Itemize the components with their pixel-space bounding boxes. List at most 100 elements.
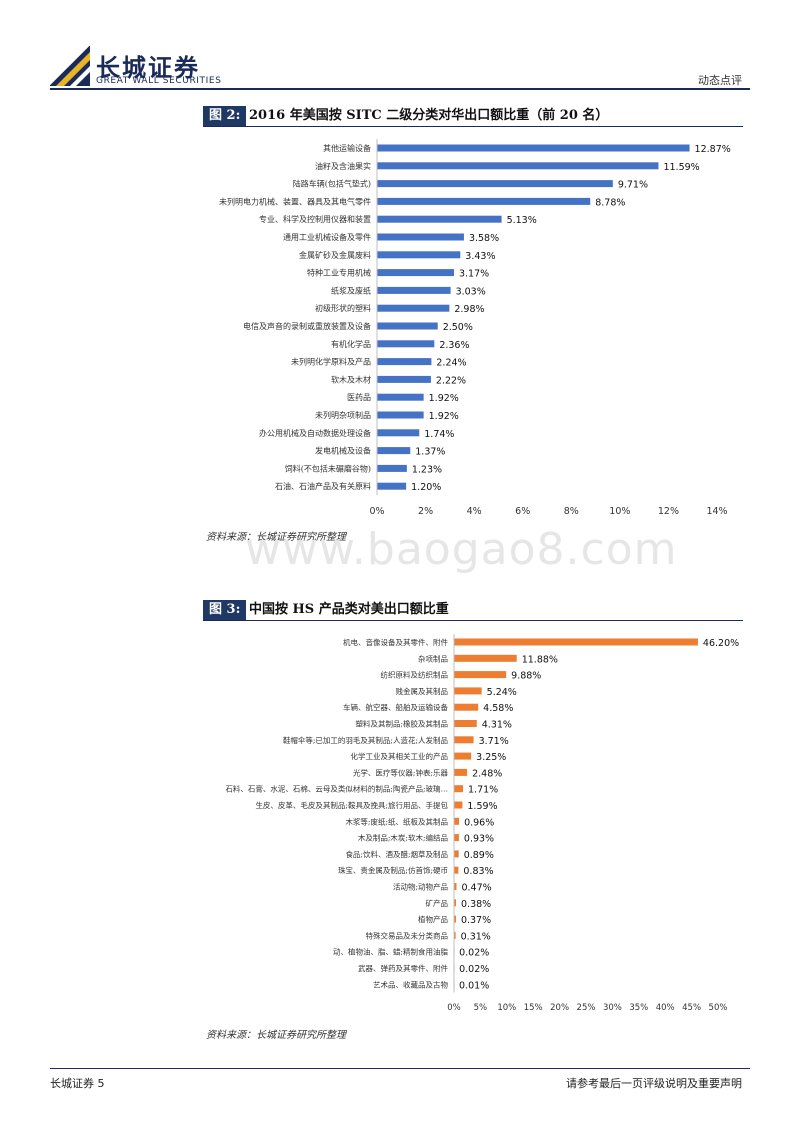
figure-3-data-label: 0.38% bbox=[461, 899, 491, 910]
header-divider bbox=[50, 88, 750, 90]
figure-2-bar bbox=[377, 375, 431, 383]
figure-2-category-label: 纸浆及废纸 bbox=[331, 285, 371, 295]
figure-2-bar bbox=[377, 144, 690, 152]
figure-3-bar bbox=[454, 654, 517, 662]
figure-2-x-tick-label: 6% bbox=[515, 506, 530, 517]
figure-3-category-label: 植物产品 bbox=[418, 914, 448, 924]
great-wall-logo-icon bbox=[50, 46, 90, 86]
figure-2-category-label: 未列明化学原料及产品 bbox=[291, 357, 371, 367]
report-type: 动态点评 bbox=[698, 74, 742, 87]
figure-3-category-label: 化学工业及其相关工业的产品 bbox=[351, 751, 449, 761]
figure-3-data-label: 0.96% bbox=[464, 817, 494, 828]
figure-3-category-label: 活动物;动物产品 bbox=[393, 882, 448, 892]
figure-2-x-tick-label: 10% bbox=[609, 506, 630, 517]
figure-2-data-label: 1.74% bbox=[424, 429, 454, 440]
figure-2-tag: 图 2: bbox=[203, 106, 247, 126]
figure-3-data-label: 2.48% bbox=[472, 768, 502, 779]
figure-2-bar bbox=[377, 429, 420, 437]
figure-2-category-label: 饲料(不包括未碾磨谷物) bbox=[285, 463, 371, 473]
figure-3-x-tick-label: 20% bbox=[550, 1003, 569, 1013]
figure-2-x-tick-label: 4% bbox=[467, 506, 482, 517]
figure-3-data-label: 5.24% bbox=[487, 687, 517, 698]
figure-2-bar bbox=[377, 482, 407, 490]
figure-2-bar bbox=[377, 322, 438, 330]
figure-3-data-label: 0.31% bbox=[461, 931, 491, 942]
figure-3-data-label: 4.58% bbox=[483, 703, 513, 714]
figure-2-data-label: 9.71% bbox=[618, 180, 648, 191]
brand-name-english: GREAT WALL SECURITIES bbox=[96, 76, 222, 86]
figure-3-x-tick-label: 15% bbox=[524, 1003, 543, 1013]
figure-3-bar bbox=[454, 768, 468, 776]
figure-3-bar bbox=[454, 720, 477, 727]
figure-3-bar bbox=[454, 931, 456, 939]
figure-2-bar bbox=[377, 340, 435, 348]
figure-2-x-tick-label: 14% bbox=[706, 506, 727, 517]
figure-3-bar bbox=[454, 866, 459, 874]
figure-3-data-label: 11.88% bbox=[522, 654, 558, 665]
figure-2-bar bbox=[377, 304, 450, 312]
figure-3-x-tick-label: 50% bbox=[709, 1003, 728, 1013]
figure-3-category-label: 木及制品;木炭;软木;编结品 bbox=[358, 833, 448, 843]
figure-3-x-tick-label: 40% bbox=[656, 1003, 675, 1013]
figure-2-category-label: 医药品 bbox=[347, 392, 371, 402]
figure-3-category-label: 塑料及其制品;橡胶及其制品 bbox=[355, 719, 448, 729]
figure-2-data-label: 3.58% bbox=[469, 233, 499, 244]
footer-disclaimer: 请参考最后一页评级说明及重要声明 bbox=[566, 1077, 742, 1090]
figure-3-category-label: 杂项制品 bbox=[418, 653, 448, 663]
figure-2-x-tick-label: 12% bbox=[658, 506, 679, 517]
figure-3-x-tick-label: 0% bbox=[447, 1003, 461, 1013]
figure-2-data-label: 2.36% bbox=[439, 340, 469, 351]
figure-2-category-label: 未列明杂项制品 bbox=[315, 410, 371, 420]
figure-3-data-label: 46.20% bbox=[703, 638, 739, 649]
figure-2-category-label: 未列明电力机械、装置、器具及其电气零件 bbox=[219, 196, 371, 206]
figure-3-x-tick-label: 30% bbox=[603, 1003, 622, 1013]
figure-3-bar bbox=[454, 801, 463, 809]
figure-2-data-label: 1.20% bbox=[411, 482, 441, 493]
footer-page-number: 长城证券 5 bbox=[50, 1077, 105, 1090]
figure-3-x-tick-label: 10% bbox=[497, 1003, 516, 1013]
figure-2-data-label: 3.17% bbox=[459, 269, 489, 280]
figure-3-data-label: 0.02% bbox=[459, 964, 489, 975]
figure-2-category-label: 有机化学品 bbox=[331, 339, 371, 349]
figure-3-data-label: 4.31% bbox=[482, 720, 512, 731]
figure-2-data-label: 1.92% bbox=[429, 411, 459, 422]
figure-2-x-tick-label: 0% bbox=[369, 506, 384, 517]
figure-2-bar bbox=[377, 393, 424, 401]
figure-3-source: 资料来源：长城证券研究所整理 bbox=[206, 1030, 346, 1041]
figure-3-chart: 机电、音像设备及其零件、附件 46.20% 杂项制品 11.88% 纺织原料及纺织制品 9… bbox=[203, 626, 743, 1020]
figure-2-title-bar: 图 2: 2016 年美国按 SITC 二级分类对华出口额比重（前 20 名） bbox=[203, 106, 743, 127]
figure-2-x-tick-label: 2% bbox=[418, 506, 433, 517]
figure-3-category-label: 石料、石膏、水泥、石棉、云母及类似材料的制品;陶瓷产品;玻璃… bbox=[225, 784, 448, 794]
figure-2-data-label: 2.22% bbox=[436, 375, 466, 386]
figure-2-bar bbox=[377, 197, 591, 205]
figure-3-category-label: 动、植物油、脂、蜡;精制食用油脂 bbox=[333, 947, 449, 957]
figure-3-data-label: 3.25% bbox=[476, 752, 506, 763]
figure-3-category-label: 珠宝、贵金属及制品;仿首饰;硬币 bbox=[338, 865, 448, 875]
figure-2-bar bbox=[377, 447, 411, 455]
figure-2-data-label: 12.87% bbox=[695, 144, 731, 155]
figure-3-data-label: 0.47% bbox=[461, 883, 491, 894]
figure-3-svg: 机电、音像设备及其零件、附件 46.20% 杂项制品 11.88% 纺织原料及纺织制品 9… bbox=[225, 633, 739, 1013]
figure-2-category-label: 石油、石油产品及有关原料 bbox=[275, 481, 371, 491]
figure-3-data-label: 0.37% bbox=[461, 915, 491, 926]
figure-3-data-label: 0.01% bbox=[459, 980, 489, 991]
figure-2-category-label: 发电机械及设备 bbox=[315, 446, 371, 456]
figure-2-category-label: 通用工业机械设备及零件 bbox=[283, 232, 371, 242]
figure-2-data-label: 2.98% bbox=[454, 304, 484, 315]
figure-2-category-label: 软木及木材 bbox=[331, 374, 371, 384]
figure-2-bar bbox=[377, 251, 461, 259]
figure-3-bar bbox=[454, 915, 456, 923]
figure-3-category-label: 食品;饮料、酒及醋;烟草及制品 bbox=[345, 849, 448, 859]
figure-3-category-label: 鞋帽伞等;已加工的羽毛及其制品;人造花;人发制品 bbox=[283, 735, 448, 745]
figure-2-bar bbox=[377, 269, 454, 277]
page-header: 长城证券 GREAT WALL SECURITIES 动态点评 bbox=[0, 0, 800, 100]
figure-3-x-tick-label: 5% bbox=[474, 1003, 488, 1013]
figure-3-bar bbox=[454, 687, 482, 695]
figure-3-category-label: 车辆、航空器、船舶及运输设备 bbox=[343, 702, 448, 712]
figure-3-bar bbox=[454, 850, 459, 858]
figure-3-bar bbox=[454, 752, 472, 760]
figure-3-title-bar: 图 3: 中国按 HS 产品类对美出口额比重 bbox=[203, 600, 743, 621]
figure-3-data-label: 1.71% bbox=[468, 785, 498, 796]
figure-3-bar bbox=[454, 883, 457, 890]
figure-2-bar bbox=[377, 411, 424, 419]
